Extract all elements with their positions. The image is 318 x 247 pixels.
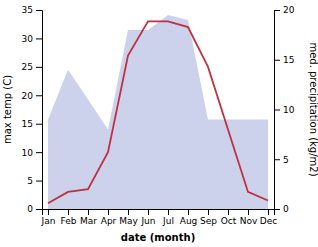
tick-label: Apr bbox=[101, 216, 117, 226]
tick: Dec bbox=[260, 209, 277, 226]
tick-mark bbox=[36, 95, 42, 96]
tick: 5 bbox=[274, 155, 289, 165]
tick: 30 bbox=[22, 34, 42, 44]
temperature-line bbox=[48, 21, 268, 203]
tick-mark bbox=[208, 209, 209, 215]
tick-mark bbox=[36, 67, 42, 68]
axis-line bbox=[275, 11, 281, 210]
tick-label: 20 bbox=[283, 5, 295, 15]
axis-line bbox=[36, 11, 43, 210]
marks bbox=[48, 15, 268, 209]
tick-mark bbox=[36, 152, 42, 153]
tick-label: May bbox=[119, 216, 138, 226]
tick-label: Jan bbox=[41, 216, 56, 226]
tick-mark bbox=[274, 159, 280, 160]
tick-label: Jun bbox=[140, 216, 155, 226]
tick-mark bbox=[188, 209, 189, 215]
tick-mark bbox=[36, 209, 42, 210]
chart: Jan FebMar AprMayJun Jul AugSep OctNovDec 0 5 10… bbox=[0, 0, 318, 247]
tick: Apr bbox=[101, 209, 117, 226]
tick-label: Oct bbox=[221, 216, 237, 226]
axis-line bbox=[43, 210, 275, 216]
tick-mark bbox=[274, 10, 280, 11]
tick-label: 5 bbox=[27, 176, 33, 186]
tick: 0 bbox=[27, 204, 42, 214]
y-axis: 0 5 10 15 20 25 30 35 bbox=[22, 5, 43, 214]
tick-mark bbox=[36, 38, 42, 39]
tick-label: 15 bbox=[22, 119, 33, 129]
tick: May bbox=[119, 209, 138, 226]
tick-mark bbox=[128, 209, 129, 215]
plot: Jan FebMar AprMayJun Jul AugSep OctNovDec 0 5 10… bbox=[22, 5, 295, 226]
tick-mark bbox=[68, 209, 69, 215]
x-axis: Jan FebMar AprMayJun Jul AugSep OctNovDec bbox=[41, 209, 278, 226]
tick-mark bbox=[108, 209, 109, 215]
tick-label: 10 bbox=[283, 105, 295, 115]
tick: 0 bbox=[274, 204, 289, 214]
tick-label: Mar bbox=[80, 216, 97, 226]
tick-mark bbox=[36, 124, 42, 125]
tick-label: Feb bbox=[61, 216, 77, 226]
tick-label: Nov bbox=[240, 216, 258, 226]
y-axis-title: max temp (C) bbox=[2, 75, 13, 144]
tick-mark bbox=[36, 10, 42, 11]
tick-label: Dec bbox=[260, 216, 277, 226]
tick-mark bbox=[274, 209, 280, 210]
tick: Jan bbox=[41, 209, 56, 226]
tick-label: 10 bbox=[22, 148, 34, 158]
tick: Oct bbox=[221, 209, 237, 226]
tick: Aug bbox=[180, 209, 198, 226]
tick: Feb bbox=[61, 209, 77, 226]
tick-label: Sep bbox=[200, 216, 217, 226]
tick: 15 bbox=[274, 55, 294, 65]
tick: Nov bbox=[240, 209, 258, 226]
tick-mark bbox=[36, 181, 42, 182]
tick-mark bbox=[168, 209, 169, 215]
tick: 15 bbox=[22, 119, 42, 129]
tick-label: 5 bbox=[283, 155, 289, 165]
x-axis-title: date (month) bbox=[121, 232, 195, 243]
tick-label: 0 bbox=[27, 204, 33, 214]
tick: Jul bbox=[162, 209, 174, 226]
tick: 5 bbox=[27, 176, 42, 186]
tick: 25 bbox=[22, 62, 42, 72]
y2-axis-title: med. precipitation (kg/m2) bbox=[308, 42, 318, 176]
tick: 20 bbox=[274, 5, 295, 15]
tick: 35 bbox=[22, 5, 42, 15]
tick: Sep bbox=[200, 209, 217, 226]
y2-axis: 0 5 10 15 20 bbox=[274, 5, 295, 214]
tick-label: 20 bbox=[22, 91, 34, 101]
tick-label: Aug bbox=[180, 216, 198, 226]
tick-mark bbox=[274, 110, 280, 111]
tick-mark bbox=[248, 209, 249, 215]
precipitation-area bbox=[48, 15, 268, 209]
tick: Jun bbox=[140, 209, 155, 226]
tick-label: 30 bbox=[22, 34, 34, 44]
tick-label: 15 bbox=[283, 55, 294, 65]
tick-label: 0 bbox=[283, 204, 289, 214]
tick-mark bbox=[274, 60, 280, 61]
tick-label: 25 bbox=[22, 62, 33, 72]
tick-label: Jul bbox=[162, 216, 174, 226]
tick: 20 bbox=[22, 91, 42, 101]
tick: 10 bbox=[274, 105, 295, 115]
tick-mark bbox=[48, 209, 49, 215]
tick-mark bbox=[88, 209, 89, 215]
tick-mark bbox=[228, 209, 229, 215]
tick: Mar bbox=[80, 209, 97, 226]
tick-mark bbox=[148, 209, 149, 215]
tick-mark bbox=[268, 209, 269, 215]
tick-label: 35 bbox=[22, 5, 33, 15]
tick: 10 bbox=[22, 148, 42, 158]
